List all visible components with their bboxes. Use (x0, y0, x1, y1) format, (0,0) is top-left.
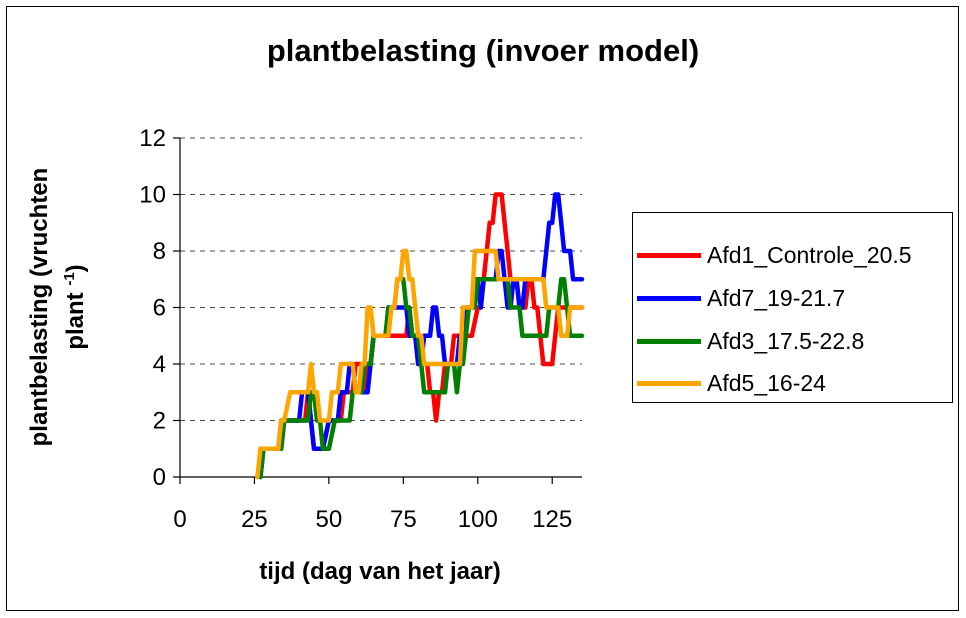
x-tick-label-75: 75 (390, 506, 417, 533)
legend-swatch-4 (637, 380, 701, 386)
legend-label-3: Afd3_17.5-22.8 (707, 327, 865, 354)
legend-item-2: Afd7_19-21.7 (633, 278, 845, 318)
x-tick-label-100: 100 (458, 506, 498, 533)
legend-item-4: Afd5_16-24 (633, 363, 826, 403)
legend-label-2: Afd7_19-21.7 (707, 284, 846, 311)
legend-item-1: Afd1_Controle_20.5 (633, 235, 912, 275)
y-axis-label: plantbelasting (vruchten plant -1) (25, 137, 115, 477)
y-tick-label-10: 10 (139, 182, 166, 209)
y-tick-label-4: 4 (153, 351, 166, 378)
y-axis-label-plant: plant (62, 292, 89, 350)
x-tick-label-125: 125 (532, 506, 572, 533)
y-axis-label-end: ) (62, 264, 89, 273)
x-tick-label-50: 50 (316, 506, 343, 533)
x-tick-label-25: 25 (241, 506, 268, 533)
y-tick-label-0: 0 (153, 464, 166, 491)
y-axis-label-line1: plantbelasting (vruchten (26, 167, 53, 447)
legend-label-1: Afd1_Controle_20.5 (707, 241, 912, 268)
y-tick-label-2: 2 (153, 408, 166, 435)
axes: 0 2 4 6 8 10 12 0 25 50 75 100 125 (139, 125, 582, 533)
legend-swatch-1 (637, 252, 701, 258)
y-tick-label-8: 8 (153, 238, 166, 265)
chart-title: plantbelasting (invoer model) (266, 33, 700, 68)
legend-item-3: Afd3_17.5-22.8 (633, 321, 864, 361)
x-axis-label: tijd (dag van het jaar) (259, 558, 501, 585)
x-tick-label-0: 0 (173, 506, 186, 533)
legend-swatch-3 (637, 338, 701, 344)
series-line-1 (258, 192, 585, 480)
series-line-3 (258, 277, 585, 480)
y-axis-label-sup: -1 (61, 272, 78, 286)
series-line-4 (255, 248, 585, 480)
chart-frame (6, 6, 959, 611)
legend-label-4: Afd5_16-24 (707, 369, 826, 396)
legend-swatch-2 (637, 295, 701, 301)
y-axis-label-line2: plant -1) (55, 137, 91, 477)
y-tick-label-12: 12 (139, 125, 166, 152)
legend: Afd1_Controle_20.5 Afd7_19-21.7 Afd3_17.… (632, 212, 953, 403)
y-tick-label-6: 6 (153, 295, 166, 322)
series-lines (255, 192, 585, 480)
